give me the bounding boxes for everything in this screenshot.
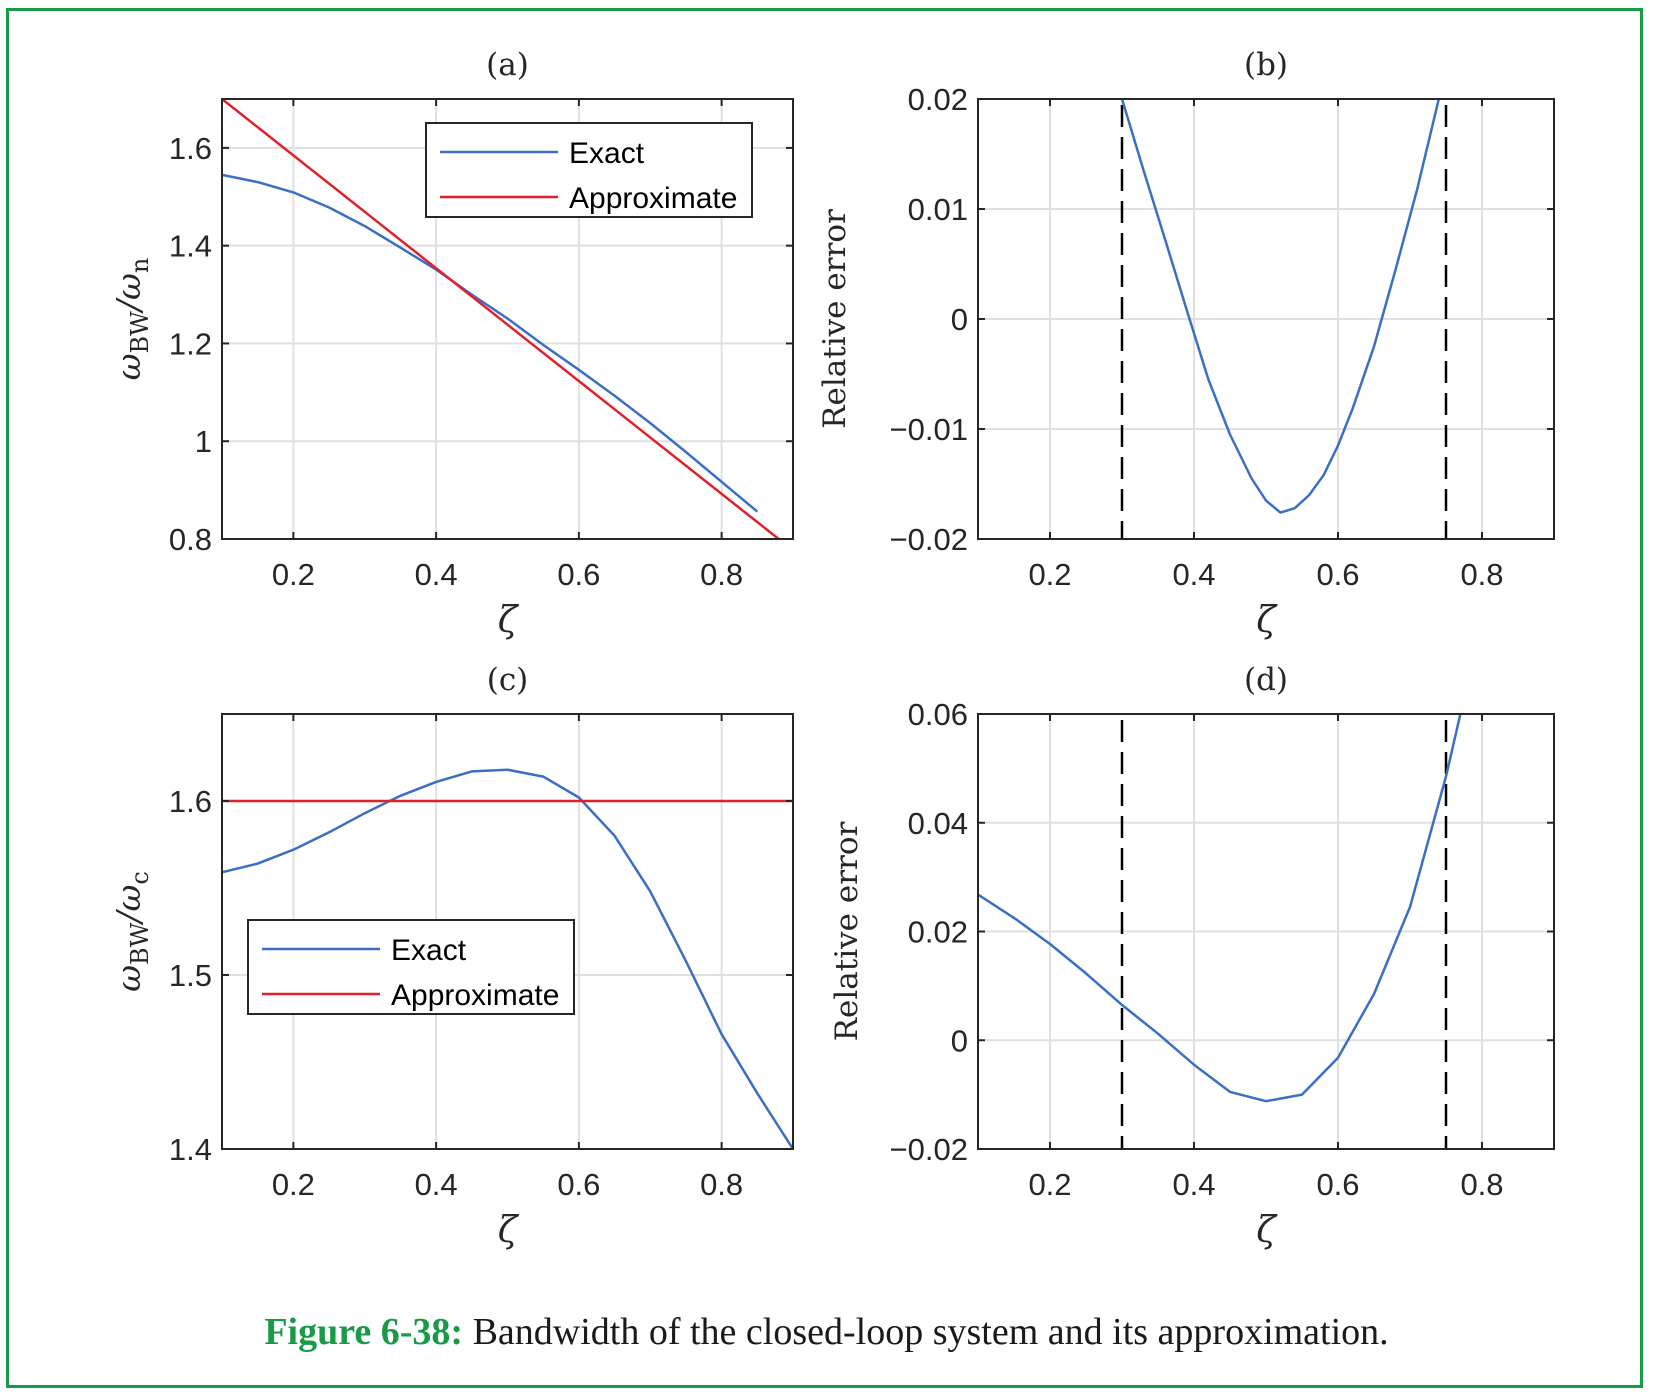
x-tick-label: 0.2 <box>1028 1167 1071 1202</box>
x-axis-label: ζ <box>1256 1210 1278 1251</box>
caption-number: Figure 6-38: <box>264 1311 464 1353</box>
series-line-exact <box>222 173 759 513</box>
x-tick-label: 0.8 <box>1460 557 1503 592</box>
x-axis-label: ζ <box>1256 600 1278 641</box>
y-tick-label: −0.01 <box>890 412 968 447</box>
y-axis-label: ωBW/ωc <box>109 871 154 992</box>
y-tick-label: 0.04 <box>908 806 968 841</box>
y-tick-label: 0.02 <box>908 915 968 950</box>
series-line-error <box>978 714 1462 1103</box>
legend-box <box>425 122 753 218</box>
series-line-exact <box>222 768 793 1149</box>
y-axis-label: Relative error <box>829 822 865 1042</box>
chart-panel-b: 0.2 0.4 0.6 0.8 −0.02 −0.01 0 0.01 0.02 (b) ζ Relat… <box>817 47 1555 641</box>
series-line-error <box>1120 99 1441 514</box>
y-tick-label: 1 <box>195 424 212 459</box>
y-tick-label: 0 <box>951 1023 968 1058</box>
x-tick-label: 0.4 <box>1172 557 1215 592</box>
legend-label-approximate: Approximate <box>569 182 737 215</box>
legend-label-approximate: Approximate <box>391 979 559 1012</box>
panel-title: (c) <box>487 662 529 698</box>
x-tick-label: 0.8 <box>700 557 743 592</box>
axes-box <box>221 713 794 1150</box>
x-tick-label: 0.4 <box>415 1167 458 1202</box>
y-tick-label: 1.5 <box>169 958 212 993</box>
y-tick-label: 0 <box>951 302 968 337</box>
y-tick-label: −0.02 <box>890 522 968 557</box>
x-tick-label: 0.8 <box>1460 1167 1503 1202</box>
panel-title: (d) <box>1244 662 1288 698</box>
x-tick-label: 0.4 <box>415 557 458 592</box>
y-tick-label: 1.6 <box>169 131 212 166</box>
chart-panel-c: 0.2 0.4 0.6 0.8 1.4 1.5 1.6 (c) ζ ωBW/ωc Exact Appr… <box>109 662 794 1251</box>
panel-title: (b) <box>1244 47 1288 83</box>
axes-box <box>221 98 794 540</box>
series-line-approximate <box>222 99 780 539</box>
x-tick-label: 0.8 <box>700 1167 743 1202</box>
y-tick-label: 0.01 <box>908 192 968 227</box>
legend-label-exact: Exact <box>569 137 645 170</box>
panel-title: (a) <box>486 47 529 83</box>
y-axis-label: Relative error <box>817 209 853 429</box>
legend-label-exact: Exact <box>391 934 467 967</box>
x-axis-label: ζ <box>498 1210 520 1251</box>
caption-text: Bandwidth of the closed-loop system and … <box>463 1311 1389 1353</box>
y-axis-label: ωBW/ωn <box>109 258 154 381</box>
y-tick-label: 1.2 <box>169 326 212 361</box>
x-tick-label: 0.2 <box>272 1167 315 1202</box>
x-tick-label: 0.2 <box>272 557 315 592</box>
x-tick-label: 0.2 <box>1028 557 1071 592</box>
y-tick-label: −0.02 <box>890 1132 968 1167</box>
y-tick-label: 1.6 <box>169 784 212 819</box>
y-tick-label: 0.8 <box>169 522 212 557</box>
x-tick-label: 0.6 <box>1316 1167 1359 1202</box>
legend: Exact Approximate <box>425 122 753 218</box>
figure-caption: Figure 6-38: Bandwidth of the closed-loo… <box>0 1310 1653 1354</box>
x-axis-label: ζ <box>498 600 520 641</box>
y-tick-label: 0.02 <box>908 82 968 117</box>
x-tick-label: 0.6 <box>557 557 600 592</box>
chart-panel-a: 0.2 0.4 0.6 0.8 0.8 1 1.2 1.4 1.6 (a) ζ ωBW/ωn Exact… <box>109 47 794 641</box>
y-tick-label: 1.4 <box>169 229 212 264</box>
x-tick-label: 0.6 <box>557 1167 600 1202</box>
y-tick-label: 1.4 <box>169 1132 212 1167</box>
x-tick-label: 0.6 <box>1316 557 1359 592</box>
y-tick-label: 0.06 <box>908 697 968 732</box>
legend-box <box>247 919 575 1015</box>
legend: Exact Approximate <box>247 919 575 1015</box>
x-tick-label: 0.4 <box>1172 1167 1215 1202</box>
chart-panel-d: 0.2 0.4 0.6 0.8 −0.02 0 0.02 0.04 0.06 (d) ζ Relati… <box>829 662 1555 1251</box>
